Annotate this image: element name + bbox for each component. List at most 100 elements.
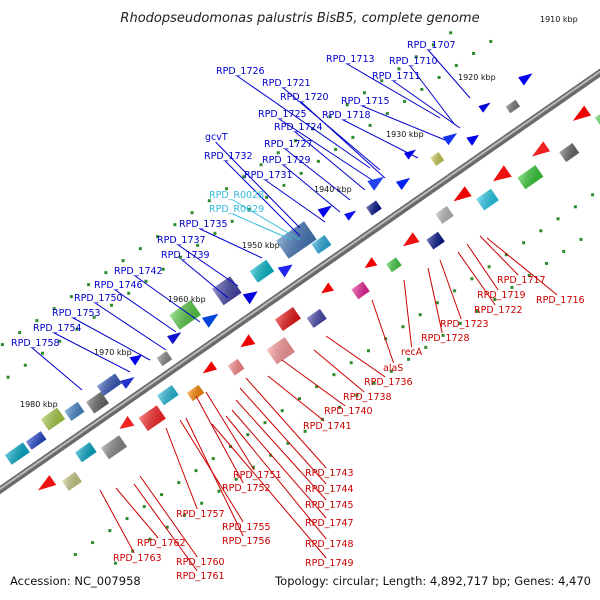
- gc-dot: [23, 363, 27, 367]
- plus-gene-label: gcvT: [205, 132, 228, 143]
- plus-leader: [294, 131, 366, 191]
- gc-dot: [269, 453, 273, 457]
- gc-dot: [234, 477, 238, 481]
- minus-leader: [245, 377, 327, 469]
- gc-dot: [368, 123, 372, 127]
- minus-gene-label: RPD_1757: [176, 509, 225, 520]
- gc-dot: [263, 421, 267, 425]
- gc-dot: [487, 265, 491, 269]
- minus-gene-label: RPD_1716: [536, 295, 585, 306]
- plus-leader: [346, 63, 441, 119]
- gc-dot: [69, 295, 73, 299]
- gc-dot: [108, 529, 112, 533]
- plus-gene-label: RPD_1750: [74, 293, 123, 304]
- gene-feature: [40, 407, 66, 431]
- gc-dot: [366, 349, 370, 353]
- gc-dot: [470, 277, 474, 281]
- gene-feature: [311, 235, 332, 255]
- plus-leader: [362, 105, 446, 141]
- gene-feature: [167, 332, 182, 345]
- gc-dot: [441, 333, 445, 337]
- plus-leader: [282, 164, 341, 213]
- minus-gene-label: RPD_1736: [364, 377, 413, 388]
- gc-dot: [437, 75, 441, 79]
- minus-gene-label: RPD_1745: [305, 500, 354, 511]
- gc-dot: [380, 79, 384, 83]
- minus-gene-label: RPD_1743: [305, 468, 354, 479]
- gene-feature: [212, 276, 242, 306]
- gene-feature: [277, 264, 293, 278]
- gc-dot: [156, 235, 160, 239]
- plus-leader: [284, 148, 351, 201]
- gene-feature: [594, 105, 600, 131]
- gc-dot: [504, 253, 508, 257]
- plus-leader: [215, 141, 301, 229]
- minus-gene-label: RPD_1752: [222, 483, 271, 494]
- minus-leader: [325, 335, 386, 378]
- gene-feature: [531, 141, 551, 157]
- gc-dot: [556, 217, 560, 221]
- gene-feature: [476, 188, 499, 211]
- minus-leader: [281, 359, 346, 407]
- gene-feature: [572, 105, 592, 121]
- gc-dot: [338, 405, 342, 409]
- gc-dot: [207, 199, 211, 203]
- gc-dot: [217, 489, 221, 493]
- plus-gene-label: RPD_1718: [322, 110, 371, 121]
- gene-feature: [517, 165, 544, 190]
- plus-gene-label: RPD_1715: [341, 96, 390, 107]
- gene-feature: [157, 385, 179, 406]
- gc-dot: [418, 313, 422, 317]
- gene-feature: [344, 210, 357, 221]
- gene-feature: [61, 471, 82, 491]
- gc-dot: [316, 159, 320, 163]
- plus-leader: [134, 275, 201, 323]
- minus-gene-label: RPD_1763: [113, 553, 162, 564]
- plus-leader: [232, 199, 301, 241]
- gene-feature: [453, 186, 472, 202]
- plus-gene-label: RPD_1746: [94, 280, 143, 291]
- gc-dot: [230, 219, 234, 223]
- gc-dot: [87, 283, 91, 287]
- minus-leader: [313, 349, 365, 393]
- gene-feature: [74, 442, 97, 463]
- kbp-tick-label: 1980 kbp: [20, 400, 58, 409]
- gc-dot: [121, 259, 125, 263]
- gc-dot: [225, 187, 229, 191]
- minus-leader: [211, 423, 327, 559]
- gene-feature: [364, 257, 378, 269]
- minus-leader: [466, 243, 499, 291]
- gc-dot: [435, 301, 439, 305]
- gc-dot: [173, 223, 177, 227]
- gc-dot: [109, 303, 113, 307]
- gc-dot: [355, 393, 359, 397]
- minus-gene-label: RPD_1741: [303, 421, 352, 432]
- kbp-tick-label: 1920 kbp: [458, 73, 496, 82]
- plus-leader: [392, 80, 461, 129]
- gc-dot: [397, 67, 401, 71]
- gc-dot: [196, 243, 200, 247]
- gc-dot: [242, 175, 246, 179]
- gc-dot: [573, 205, 577, 209]
- gc-dot: [229, 445, 233, 449]
- gc-dot: [544, 261, 548, 265]
- gc-dot: [372, 381, 376, 385]
- minus-leader: [99, 489, 135, 554]
- plus-leader: [72, 317, 151, 361]
- gene-feature: [435, 206, 454, 224]
- gc-dot: [527, 273, 531, 277]
- gc-dot: [403, 99, 407, 103]
- map-title: Rhodopseudomonas palustris BisB5, comple…: [120, 11, 479, 26]
- accession-text: Accession: NC_007958: [10, 574, 141, 588]
- gc-dot: [282, 183, 286, 187]
- plus-gene-label: RPD_1753: [52, 308, 101, 319]
- gene-feature: [138, 405, 166, 432]
- gc-dot: [251, 465, 255, 469]
- minus-gene-label: RPD_1738: [343, 392, 392, 403]
- gc-dot: [420, 87, 424, 91]
- gene-feature: [403, 232, 420, 247]
- gc-dot: [113, 561, 117, 565]
- gene-feature: [321, 282, 334, 294]
- gc-dot: [200, 501, 204, 505]
- gc-dot: [349, 361, 353, 365]
